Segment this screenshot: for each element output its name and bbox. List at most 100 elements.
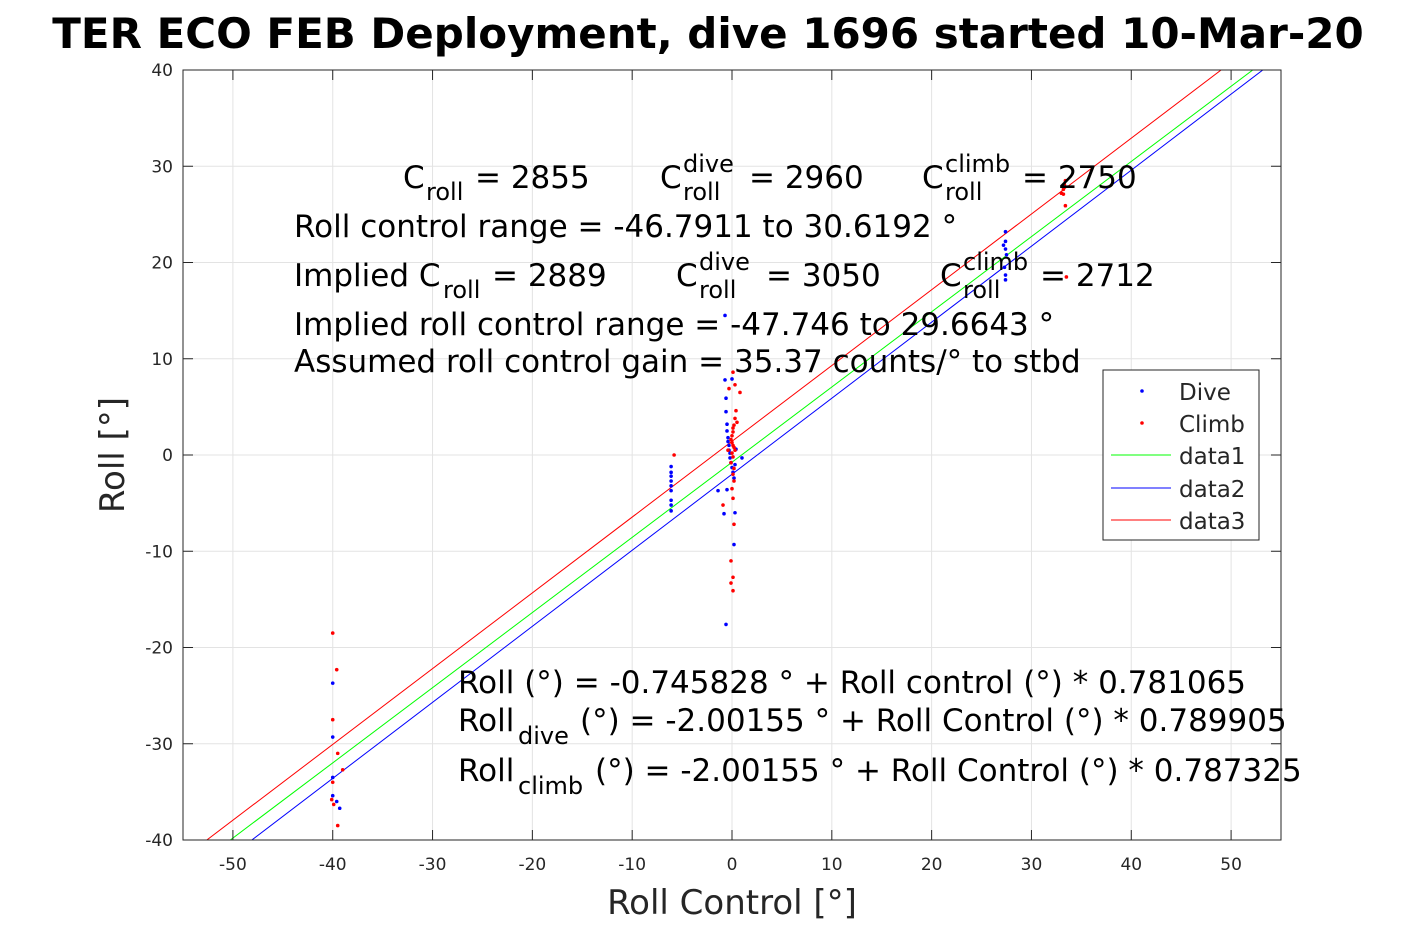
point-dive (1003, 278, 1008, 282)
point-dive (334, 799, 339, 804)
point-climb (330, 717, 335, 722)
implied-c-climb-letter: C (940, 258, 962, 294)
chart-title: TER ECO FEB Deployment, dive 1696 starte… (52, 9, 1363, 58)
y-tick-label: -30 (145, 735, 173, 755)
point-climb (729, 581, 733, 585)
x-axis-label: Roll Control [°] (607, 883, 857, 923)
point-climb (730, 451, 734, 455)
x-tick-label: 30 (1021, 855, 1043, 875)
point-climb (340, 767, 345, 772)
point-dive (726, 439, 730, 444)
point-climb (731, 430, 735, 434)
y-tick-label: -40 (145, 831, 173, 851)
implied-c-dive-superscript: dive (699, 248, 750, 276)
point-climb (672, 453, 676, 457)
legend-label-data3: data3 (1179, 509, 1245, 535)
point-dive (669, 488, 673, 493)
point-dive (725, 487, 729, 492)
point-dive (669, 498, 673, 503)
implied-c-dive-value: = 3050 (766, 258, 881, 294)
point-climb (733, 448, 737, 452)
point-climb (331, 802, 336, 807)
point-climb (335, 823, 340, 828)
fit-equation-climb-rest: (°) = -2.00155 ° + Roll Control (°) * 0.… (595, 753, 1302, 789)
point-dive (1003, 239, 1008, 244)
x-tick-label: 50 (1220, 855, 1242, 875)
point-climb (330, 780, 335, 785)
roll-control-range: Roll control range = -46.7911 to 30.6192… (294, 209, 957, 245)
point-climb (1064, 275, 1069, 279)
point-dive (1003, 247, 1008, 251)
y-tick-label: 40 (151, 61, 173, 81)
point-dive (726, 435, 730, 440)
point-dive (733, 510, 737, 515)
point-climb (731, 496, 735, 501)
point-dive (724, 396, 728, 401)
point-climb (729, 460, 733, 465)
point-dive (725, 429, 729, 433)
point-climb (727, 386, 731, 391)
point-climb (732, 466, 736, 471)
implied-c-climb-superscript: climb (963, 248, 1028, 276)
point-dive (330, 735, 335, 739)
fit-equation-all: Roll (°) = -0.745828 ° + Roll control (°… (458, 665, 1246, 701)
x-tick-label: -30 (419, 855, 447, 875)
c-dive-superscript: dive (683, 150, 734, 178)
point-dive (724, 409, 728, 414)
data-points (329, 178, 1069, 828)
c-climb-subscript: roll (945, 178, 982, 206)
point-climb (738, 390, 742, 395)
point-dive (716, 488, 720, 493)
point-dive (330, 775, 335, 780)
point-climb (732, 445, 736, 450)
point-dive (730, 377, 734, 381)
c-climb-value: = 2750 (1022, 160, 1137, 196)
point-climb (730, 433, 734, 438)
fit-equation-dive-prefix: Roll (458, 703, 514, 739)
point-climb (1061, 187, 1066, 192)
point-climb (731, 472, 735, 477)
point-climb (733, 382, 737, 387)
point-climb (731, 588, 735, 593)
legend-label-data1: data1 (1179, 444, 1245, 470)
y-axis-label: Roll [°] (93, 397, 133, 513)
fit-equation-climb-subscript: climb (518, 772, 583, 800)
point-climb (732, 423, 736, 427)
fit-equation-climb-prefix: Roll (458, 753, 514, 789)
fit-equations: Roll (°) = -0.745828 ° + Roll control (°… (458, 665, 1302, 800)
legend-marker-dive (1140, 389, 1144, 393)
point-dive (732, 476, 736, 480)
x-tick-label: 10 (821, 855, 843, 875)
x-tick-label: 20 (921, 855, 943, 875)
point-climb (329, 797, 334, 802)
point-climb (730, 486, 734, 491)
y-tick-label: 0 (162, 446, 173, 466)
point-dive (1002, 265, 1007, 270)
point-climb (1061, 192, 1066, 196)
assumed-roll-control-gain: Assumed roll control gain = 35.37 counts… (294, 344, 1081, 380)
implied-c-roll-subscript: roll (443, 276, 480, 304)
point-dive (669, 509, 673, 513)
axis-ticks: -50 -40 -30 -20 -10 0 10 20 30 40 50 -40 -30 -20 -10 0 1… (145, 61, 1281, 875)
point-climb (721, 503, 725, 507)
y-tick-label: 20 (151, 254, 173, 274)
point-climb (729, 437, 733, 442)
point-climb (731, 426, 735, 430)
point-climb (730, 440, 734, 445)
point-dive (330, 793, 335, 798)
point-climb (1063, 178, 1068, 183)
point-climb (734, 408, 738, 413)
point-dive (724, 622, 728, 627)
point-climb (735, 420, 739, 425)
x-tick-label: 40 (1120, 855, 1142, 875)
point-climb (731, 575, 735, 580)
point-dive (725, 422, 729, 427)
x-tick-label: -40 (319, 855, 347, 875)
c-climb-superscript: climb (945, 150, 1010, 178)
x-tick-label: -10 (618, 855, 646, 875)
c-dive-subscript: roll (683, 178, 720, 206)
c-roll-subscript: roll (426, 178, 463, 206)
point-dive (669, 474, 673, 478)
legend-label-climb: Climb (1179, 412, 1245, 438)
point-dive (722, 511, 726, 516)
